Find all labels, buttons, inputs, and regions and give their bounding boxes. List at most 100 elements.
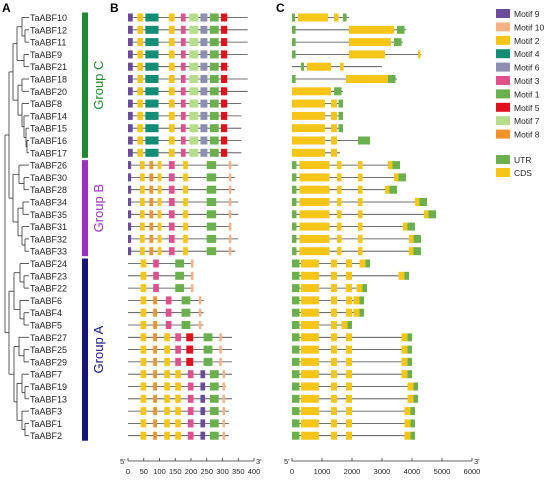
motif-box [187, 370, 194, 379]
motif-box [168, 185, 175, 194]
cds-segment [353, 296, 360, 305]
motif-box [128, 13, 133, 22]
axis-tick-label: 50 [140, 467, 148, 476]
utr-segment [419, 198, 427, 206]
motif-box [128, 50, 133, 59]
motif-box [228, 210, 232, 219]
motif-box [153, 259, 159, 268]
motif-box [209, 62, 219, 71]
motif-box [200, 50, 208, 59]
gene-label: TaABF16 [30, 136, 67, 146]
motif-box [203, 357, 213, 366]
motif-box [168, 87, 175, 96]
motif-box [128, 25, 133, 34]
motif-box [200, 136, 208, 145]
utr-segment [398, 173, 406, 182]
motif-box [189, 62, 199, 71]
axis-tick-label: 3000 [374, 467, 391, 476]
motif-box [168, 136, 175, 145]
motif-panel [128, 13, 248, 440]
motif-box [200, 38, 208, 47]
motif-box [145, 62, 159, 71]
motif-box [189, 87, 199, 96]
cds-segment [346, 419, 352, 428]
cds-segment [301, 259, 319, 268]
motif-box [198, 308, 202, 317]
motif-box [140, 321, 147, 329]
motif-box [209, 136, 219, 145]
motif-box [153, 271, 159, 280]
axis-tick-label: 0 [126, 467, 130, 476]
utr-segment [292, 38, 296, 47]
legend-label: Motif 10 [514, 22, 545, 32]
panel-b-label: B [110, 1, 119, 15]
cds-segment [346, 259, 352, 268]
cds-segment [301, 407, 319, 416]
motif-box [186, 345, 194, 354]
motif-box [206, 185, 217, 194]
motif-box [183, 198, 188, 206]
axis-end-5: 5' [120, 457, 126, 466]
motif-box [139, 173, 145, 182]
motif-box [149, 210, 154, 219]
legend-swatch [496, 9, 510, 18]
cds-segment [346, 394, 352, 403]
cds-segment [301, 333, 319, 342]
motif-box [183, 210, 188, 219]
motif-box [220, 50, 228, 59]
motif-box [209, 148, 219, 157]
motif-box [139, 185, 145, 194]
utr-segment [292, 198, 297, 206]
axis-tick-label: 400 [248, 467, 261, 476]
axis-tick-label: 1000 [314, 467, 331, 476]
legend-label: CDS [514, 168, 532, 178]
utr-segment [292, 382, 300, 391]
utr-segment [292, 321, 300, 329]
legend-swatch [496, 168, 510, 177]
motif-box [168, 173, 175, 182]
motif-box [191, 284, 194, 293]
utr-segment [410, 431, 415, 440]
utr-segment [292, 407, 300, 416]
cds-segment [346, 370, 352, 379]
gene-label: TaABF17 [30, 148, 67, 158]
utr-segment [292, 271, 300, 280]
motif-box [153, 333, 157, 342]
utr-segment [292, 333, 300, 342]
cds-segment [337, 234, 342, 243]
cds-segment [307, 62, 331, 71]
motif-box [164, 431, 170, 440]
motif-box [222, 382, 226, 391]
axis-end-3: 3' [256, 457, 262, 466]
cds-segment [403, 222, 408, 231]
utr-segment [292, 13, 295, 22]
legend-label: Motif 7 [514, 116, 540, 126]
motif-box [157, 198, 162, 206]
motif-box [128, 148, 133, 157]
gene-label: TaABF30 [30, 173, 67, 183]
utr-segment [338, 124, 343, 133]
motif-box [140, 431, 147, 440]
legend-label: UTR [514, 155, 531, 165]
motif-box [128, 38, 133, 47]
motif-box [209, 99, 219, 108]
motif-box [180, 136, 186, 145]
motif-box [140, 308, 147, 317]
motif-box [153, 357, 157, 366]
utr-segment [392, 161, 400, 170]
motif-box [145, 136, 159, 145]
motif-box [200, 75, 208, 83]
motif-box [139, 234, 145, 243]
motif-box [209, 124, 219, 133]
utr-segment [292, 247, 297, 256]
motif-box [203, 333, 213, 342]
motif-box [175, 407, 181, 416]
cds-segment [301, 431, 319, 440]
motif-box [153, 431, 157, 440]
motif-box [157, 247, 162, 256]
cds-segment [401, 333, 408, 342]
utr-segment [292, 431, 300, 440]
gene-label: TaABF24 [30, 259, 67, 269]
motif-box [200, 25, 208, 34]
motif-box [153, 370, 157, 379]
